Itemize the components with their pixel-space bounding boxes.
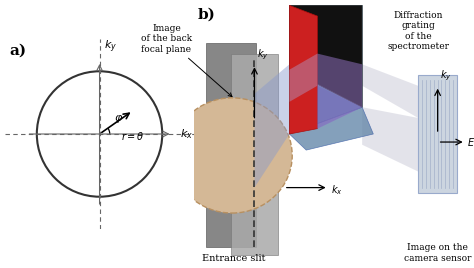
Polygon shape [318,54,362,129]
Text: $\varphi$: $\varphi$ [114,113,123,125]
Text: Entrance slit: Entrance slit [202,254,265,263]
Text: $k_y$: $k_y$ [440,69,452,83]
Polygon shape [418,75,457,193]
Text: Diffraction
grating
of the
spectrometer: Diffraction grating of the spectrometer [387,11,449,51]
Text: Image
of the back
focal plane: Image of the back focal plane [141,24,232,96]
Text: $k_y$: $k_y$ [257,47,269,62]
Polygon shape [290,5,362,134]
Text: $k_y$: $k_y$ [104,39,117,55]
Polygon shape [255,64,290,188]
Polygon shape [231,54,278,255]
Text: b): b) [197,8,215,22]
Circle shape [172,98,292,213]
Polygon shape [290,5,318,134]
Polygon shape [318,86,362,129]
Text: a): a) [9,44,26,58]
Polygon shape [290,107,374,150]
Polygon shape [362,64,418,118]
Text: $E$: $E$ [467,136,474,148]
Text: $k_x$: $k_x$ [180,127,193,141]
Polygon shape [206,43,256,247]
Polygon shape [290,5,362,107]
Text: $k_x$: $k_x$ [331,183,343,197]
Polygon shape [362,107,418,172]
Polygon shape [290,54,318,102]
Text: $r = \theta$: $r = \theta$ [121,130,145,142]
Text: Image on the
camera sensor: Image on the camera sensor [404,243,472,263]
